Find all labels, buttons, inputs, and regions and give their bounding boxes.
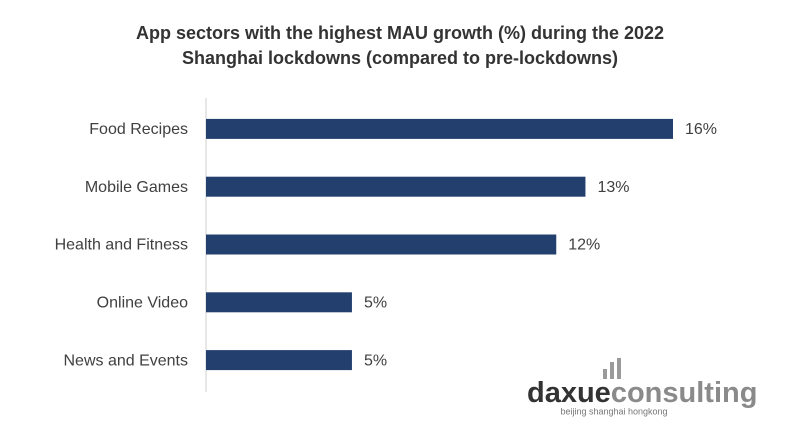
logo-icon: [603, 369, 607, 379]
bar: [206, 118, 673, 139]
bar: [206, 350, 352, 371]
bar: [206, 176, 586, 197]
y-tick-label: Health and Fitness: [55, 237, 188, 254]
data-label: 16%: [685, 121, 717, 138]
y-tick-label: News and Events: [63, 352, 188, 369]
logo-tagline: beijing shanghai hongkong: [560, 406, 667, 416]
data-label: 13%: [597, 179, 629, 196]
data-label: 12%: [568, 237, 600, 254]
logo: daxueconsulting beijing shanghai hongkon…: [527, 358, 757, 416]
logo-icon: [617, 358, 621, 379]
logo-text-part: consulting: [611, 377, 758, 409]
y-tick-label: Online Video: [97, 295, 188, 312]
y-tick-label: Food Recipes: [89, 121, 188, 138]
data-label: 5%: [364, 352, 387, 369]
chart-title: Shanghai lockdowns (compared to pre-lock…: [182, 48, 618, 68]
logo-text: daxueconsulting: [527, 377, 757, 409]
y-tick-label: Mobile Games: [85, 179, 188, 196]
logo-icon: [610, 362, 614, 379]
bar: [206, 292, 352, 313]
logo-text-part: daxue: [527, 377, 611, 409]
data-label: 5%: [364, 295, 387, 312]
chart-title: App sectors with the highest MAU growth …: [136, 23, 664, 43]
bar: [206, 234, 557, 255]
